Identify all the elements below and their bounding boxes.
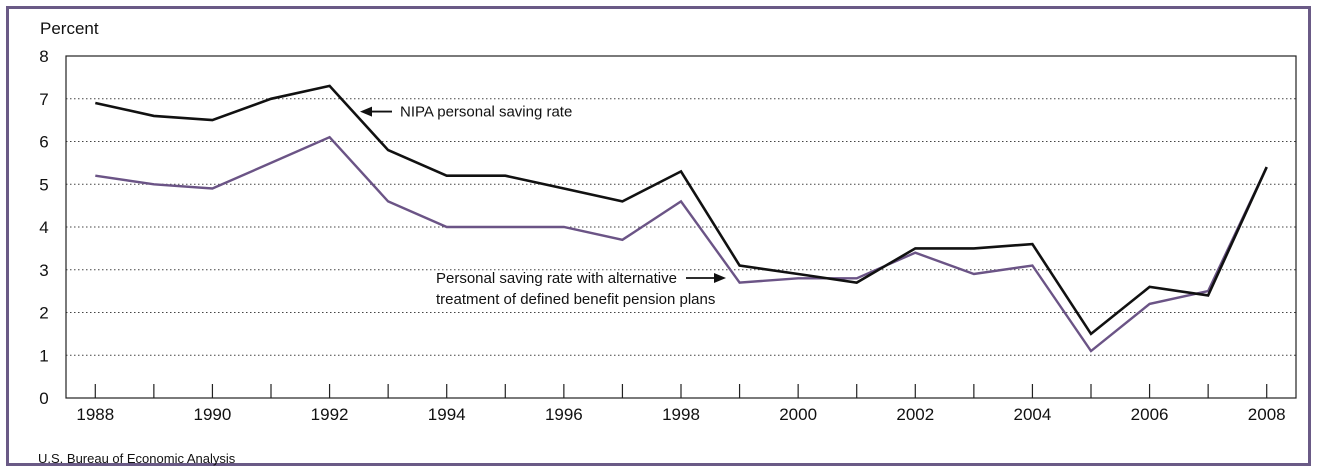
source-note: U.S. Bureau of Economic Analysis	[38, 451, 236, 466]
x-tick-label-1998: 1998	[662, 405, 700, 424]
x-tick-label-2004: 2004	[1014, 405, 1052, 424]
y-axis-title: Percent	[40, 19, 99, 38]
series-lines	[95, 84, 1268, 353]
x-tick-label-1994: 1994	[428, 405, 466, 424]
annotation-arrowhead-nipa	[360, 106, 372, 117]
x-tick-label-1992: 1992	[311, 405, 349, 424]
annotation-alternative-label-line1: Personal saving rate with alternative	[436, 270, 677, 287]
y-tick-label-0: 0	[39, 389, 48, 408]
x-tick-label-1988: 1988	[76, 405, 114, 424]
series-line-nipa	[95, 84, 1268, 336]
annotation-alternative-label-line2: treatment of defined benefit pension pla…	[436, 291, 715, 308]
y-tick-labels: 0 1 2 3 4 5 6 7 8	[39, 47, 48, 408]
annotation-nipa-label: NIPA personal saving rate	[400, 104, 572, 121]
x-tick-label-2008: 2008	[1248, 405, 1286, 424]
chart-frame	[6, 6, 1311, 466]
gridlines	[66, 55, 1296, 356]
y-tick-label-8: 8	[39, 47, 48, 66]
x-tick-label-1990: 1990	[194, 405, 232, 424]
x-tick-label-1996: 1996	[545, 405, 583, 424]
y-tick-label-3: 3	[39, 261, 48, 280]
x-tick-label-2000: 2000	[779, 405, 817, 424]
y-tick-label-2: 2	[39, 304, 48, 323]
y-tick-label-7: 7	[39, 90, 48, 109]
x-tick-label-2002: 2002	[896, 405, 934, 424]
y-tick-label-5: 5	[39, 175, 48, 194]
x-tick-labels: 1988 1990 1992 1994 1996 1998 2000 2002 2004 2006…	[76, 405, 1285, 424]
annotations: NIPA personal saving rate Personal saving…	[360, 104, 726, 308]
y-tick-label-1: 1	[39, 346, 48, 365]
series-line-alternative	[95, 135, 1268, 353]
axes	[65, 55, 1297, 399]
x-tick-label-2006: 2006	[1131, 405, 1169, 424]
y-tick-label-6: 6	[39, 133, 48, 152]
y-tick-label-4: 4	[39, 218, 48, 237]
annotation-arrowhead-alternative	[714, 273, 726, 283]
